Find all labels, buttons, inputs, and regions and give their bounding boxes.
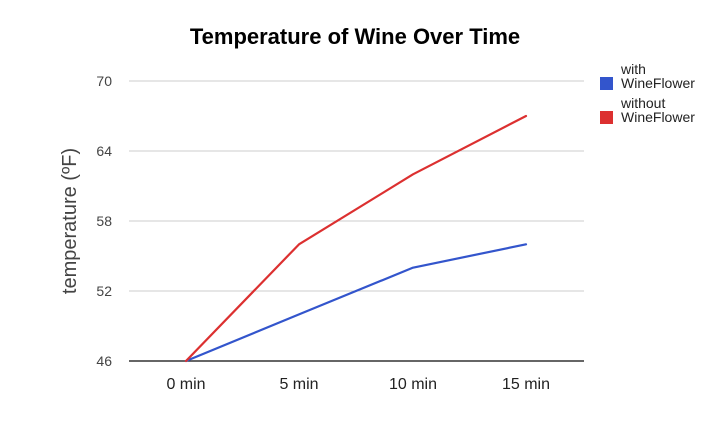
legend-label: without <box>620 95 665 111</box>
legend-label: with <box>620 61 646 77</box>
x-tick-label: 10 min <box>389 376 437 393</box>
x-tick-label: 15 min <box>502 376 550 393</box>
x-tick-label: 5 min <box>279 376 318 393</box>
x-tick-labels: 0 min 5 min 10 min 15 min <box>166 376 550 393</box>
y-axis-label: temperature (ºF) <box>59 148 81 294</box>
legend-swatch <box>600 111 613 124</box>
x-tick-label: 0 min <box>166 376 205 393</box>
y-tick-label: 64 <box>96 143 112 159</box>
legend-swatch <box>600 77 613 90</box>
series-lines <box>184 114 528 363</box>
legend-label: WineFlower <box>621 109 695 125</box>
y-tick-labels: 70 64 58 52 46 <box>96 73 112 369</box>
y-tick-label: 70 <box>96 73 112 89</box>
gridlines <box>129 80 584 362</box>
legend-label: WineFlower <box>621 75 695 91</box>
y-tick-label: 58 <box>96 213 112 229</box>
series-line-1 <box>184 114 528 363</box>
y-tick-label: 46 <box>96 353 112 369</box>
y-tick-label: 52 <box>96 283 112 299</box>
chart-title: Temperature of Wine Over Time <box>190 24 520 49</box>
series-line-0 <box>184 243 528 363</box>
